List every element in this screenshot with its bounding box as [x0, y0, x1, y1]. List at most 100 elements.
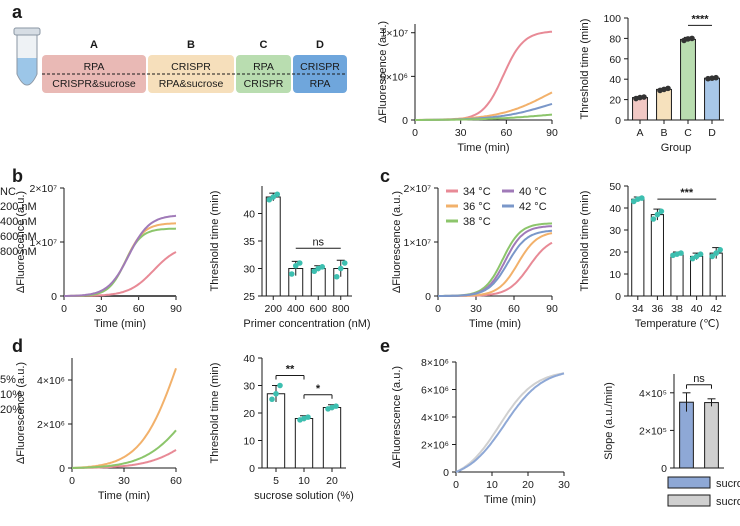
y-axis-label: ΔFluorescence (a.u.) — [391, 366, 403, 468]
y-tick-label: 30 — [243, 381, 255, 393]
y-tick-label: 0 — [615, 291, 621, 303]
y-tick-label: 2×10⁶ — [37, 419, 65, 431]
y-axis-label: Threshold time (min) — [579, 19, 591, 120]
series-line-40-C — [438, 225, 553, 297]
bar-42 — [709, 252, 723, 297]
y-tick-label: 20 — [609, 95, 621, 107]
series-line-20- — [72, 429, 177, 469]
data-point — [641, 94, 647, 100]
x-axis-label: Time (min) — [457, 142, 509, 154]
bar-10 — [294, 418, 314, 469]
x-tick-label: 800 — [332, 303, 350, 315]
bar-34 — [631, 198, 645, 297]
y-tick-label: 30 — [243, 264, 255, 276]
legend-label: 36 °C — [463, 201, 491, 213]
legend-label: 400 nM — [0, 216, 37, 228]
series-line-36-C — [438, 232, 553, 297]
x-tick-label: 0 — [435, 303, 441, 315]
legend-swatch — [667, 494, 711, 507]
x-tick-label: 5 — [273, 475, 279, 487]
group-bottom-label: CRISPR&sucrose — [52, 78, 136, 90]
group-top-label: CRISPR — [171, 61, 211, 73]
bar-36 — [650, 214, 664, 297]
legend-label: 34 °C — [463, 186, 491, 198]
legend-label: sucrose+ — [716, 478, 740, 490]
chart-b-bars: 25 30 35 40 200 400 600 800 Primer concentration… — [209, 186, 371, 330]
x-axis-label: sucrose solution (%) — [254, 490, 354, 502]
x-tick-label: 0 — [453, 479, 459, 491]
y-tick-label: 1×10⁷ — [381, 28, 409, 40]
y-axis-label: Threshold time (min) — [209, 191, 221, 292]
x-tick-label: D — [708, 127, 716, 139]
x-tick-label: 200 — [264, 303, 282, 315]
data-point — [305, 414, 311, 420]
data-point — [266, 196, 273, 203]
x-axis-label: Time (min) — [469, 318, 521, 330]
data-point — [333, 403, 339, 409]
x-tick-label: 42 — [710, 303, 722, 315]
y-tick-label: 0 — [51, 291, 57, 303]
x-tick-label: 20 — [326, 475, 338, 487]
series-line-5- — [72, 449, 177, 469]
chart-d-bars: 0 10 20 30 40 5 10 20 sucrose solution (%) Thresh… — [209, 353, 354, 502]
group-letter: A — [90, 39, 98, 51]
x-tick-label: 400 — [287, 303, 305, 315]
y-tick-label: 0 — [249, 463, 255, 475]
data-point — [273, 390, 279, 397]
data-point — [288, 271, 295, 277]
bar-5 — [266, 393, 286, 469]
bar-20 — [322, 407, 342, 469]
y-tick-label: 8×10⁶ — [421, 357, 449, 369]
series-line-D — [415, 102, 553, 121]
significance-label: *** — [680, 187, 694, 199]
data-point — [678, 250, 684, 256]
legend-label: 20% — [0, 404, 22, 416]
data-point — [689, 35, 695, 42]
x-tick-label: 60 — [500, 127, 512, 139]
y-tick-label: 5×10⁶ — [380, 71, 408, 83]
legend-label: 10% — [0, 389, 22, 401]
data-point — [269, 396, 275, 403]
y-tick-label: 30 — [609, 225, 621, 237]
x-tick-label: 0 — [69, 475, 75, 487]
x-tick-label: 30 — [95, 303, 107, 315]
data-point — [319, 264, 326, 270]
data-point — [709, 253, 715, 260]
y-tick-label: 35 — [243, 236, 255, 248]
x-axis-label: Group — [661, 142, 692, 154]
series-line-sucrose- — [455, 372, 565, 473]
series-line-600-nM — [64, 227, 177, 297]
x-tick-label: 60 — [133, 303, 145, 315]
y-tick-label: 0 — [443, 467, 449, 479]
x-tick-label: 36 — [652, 303, 664, 315]
y-tick-label: 0 — [661, 463, 667, 475]
group-letter: D — [316, 39, 324, 51]
legend-label: sucrose- — [716, 496, 740, 508]
y-tick-label: 40 — [243, 353, 255, 365]
x-tick-label: 38 — [671, 303, 683, 315]
x-tick-label: 10 — [486, 479, 498, 491]
legend-label: 200 nM — [0, 201, 37, 213]
chart-e-curves: 0 10 20 30 0 2×10⁶ 4×10⁶ 6×10⁶ 8×10⁶ Time (min) ΔF… — [391, 357, 570, 506]
x-axis-label: Time (min) — [94, 318, 146, 330]
series-line-sucrose- — [455, 372, 565, 473]
y-tick-label: 20 — [243, 408, 255, 420]
y-tick-label: 6×10⁶ — [421, 385, 449, 397]
data-point — [665, 85, 671, 92]
x-tick-label: 20 — [522, 479, 534, 491]
y-tick-label: 4×10⁵ — [639, 388, 667, 400]
series-line-A — [415, 30, 553, 121]
significance-label: ns — [312, 236, 324, 248]
group-bottom-label: CRISPR — [244, 78, 284, 90]
group-top-label: RPA — [84, 61, 105, 73]
x-tick-label: 600 — [309, 303, 327, 315]
x-tick-label: 10 — [298, 475, 310, 487]
x-tick-label: B — [660, 127, 667, 139]
y-axis-label: Threshold time (min) — [209, 363, 221, 464]
x-tick-label: 90 — [546, 127, 558, 139]
y-axis-label: ΔFluorescence (a.u.) — [15, 362, 27, 464]
bar-C — [680, 38, 696, 121]
group-bottom-label: RPA&sucrose — [159, 78, 224, 90]
series-line-400-nM — [64, 222, 176, 297]
